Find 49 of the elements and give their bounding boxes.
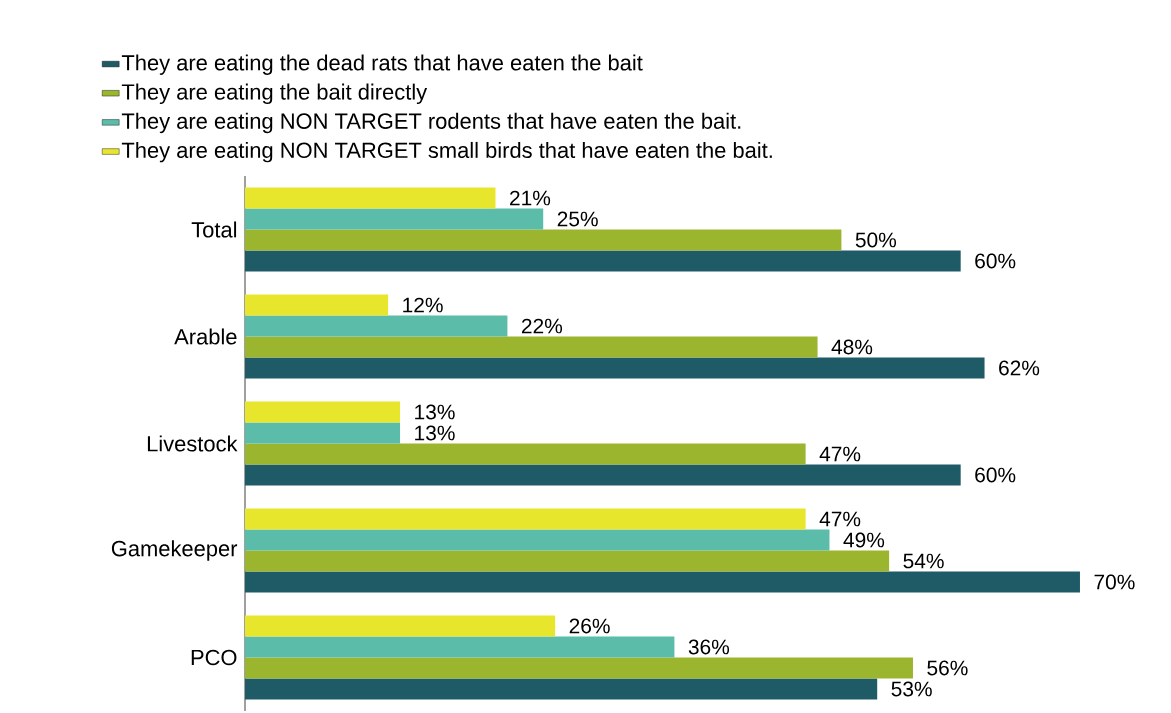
legend-label: They are eating NON TARGET small birds that have eaten the bait. (121, 141, 772, 163)
bar (245, 229, 842, 251)
bar (245, 678, 878, 700)
bar (245, 208, 544, 230)
bar (245, 508, 806, 530)
data-label: 21% (510, 190, 551, 206)
bar (245, 464, 961, 486)
data-label: 49% (843, 532, 885, 548)
y-tick-label: PCO (191, 649, 237, 666)
bar (245, 550, 890, 572)
y-tick-label: Total (191, 221, 237, 238)
legend-label: They are eating the dead rats that have eaten the bait (121, 54, 643, 75)
data-label: 13% (415, 425, 455, 441)
data-label: 60% (975, 253, 1016, 269)
bar (245, 443, 806, 465)
legend-label: They are eating the bait directly (121, 83, 428, 105)
data-label: 50% (855, 232, 897, 248)
bar (245, 357, 985, 379)
data-label: 70% (1094, 574, 1135, 590)
data-label: 22% (521, 318, 563, 334)
bar (245, 294, 389, 316)
y-tick-label: Gamekeeper (111, 540, 238, 561)
data-label: 36% (688, 639, 730, 655)
data-label: 47% (819, 446, 861, 462)
data-label: 54% (903, 553, 944, 569)
y-tick-label: Arable (174, 328, 237, 345)
data-label: 12% (403, 297, 443, 313)
data-label: 48% (831, 339, 873, 355)
bar (245, 615, 556, 637)
bar (245, 422, 401, 444)
data-label: 56% (927, 660, 968, 676)
legend-label: They are eating NON TARGET rodents that have eaten the bait. (121, 112, 741, 134)
bar (245, 315, 508, 337)
bar (245, 529, 830, 551)
bar (245, 636, 675, 658)
bar (245, 187, 496, 209)
data-label: 60% (975, 467, 1016, 483)
bar (245, 401, 401, 423)
data-label: 25% (557, 211, 598, 227)
bar (245, 657, 913, 679)
y-tick-label: Livestock (147, 435, 238, 452)
bar (245, 571, 1080, 593)
data-label: 13% (415, 404, 455, 420)
data-label: 62% (999, 360, 1040, 376)
data-label: 26% (569, 618, 610, 634)
bar (245, 336, 818, 358)
data-label: 53% (891, 681, 932, 697)
data-label: 47% (819, 511, 861, 527)
bar (245, 250, 961, 272)
